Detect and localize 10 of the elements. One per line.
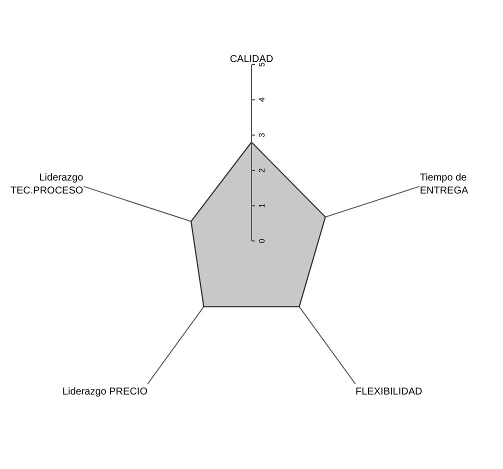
y-tick-label: 3 [258,132,267,138]
y-tick-label: 2 [258,168,267,173]
spoke-label: Liderazgo TEC.PROCESO [10,172,84,197]
y-tick-label: 4 [258,97,267,102]
spoke-label: Tiempo de ENTREGA [420,172,469,197]
y-tick-label: 0 [258,238,267,244]
spoke-label: Liderazgo PRECIO [62,386,148,398]
spoke-label: FLEXIBILIDAD [356,386,422,398]
y-tick-label: 1 [258,202,267,208]
y-tick-label: 5 [258,62,267,67]
